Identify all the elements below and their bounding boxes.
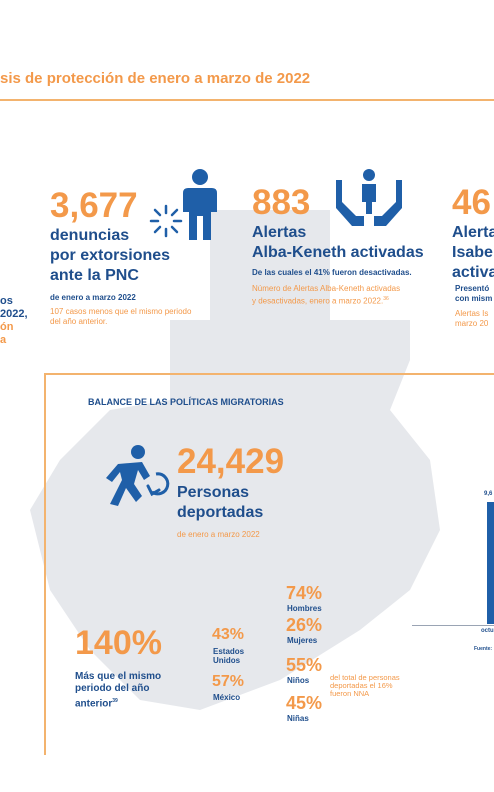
hombres-label: Hombres [287, 604, 322, 613]
usa-label-line: Unidos [213, 656, 241, 665]
isabel-note-line: Alertas Is [455, 309, 489, 318]
usa-label: Estados Unidos [213, 647, 244, 665]
denuncias-label-line: denuncias [50, 227, 130, 244]
deportados-number: 24,429 [177, 442, 285, 481]
isabel-sub: Presentó con mism [455, 284, 492, 304]
deportados-period: de enero a marzo 2022 [177, 530, 260, 539]
usa-label-line: Estados [213, 647, 245, 656]
chart-bar [487, 502, 494, 624]
mexico-label: México [213, 693, 241, 702]
left-fragment: os 2022, ón a [0, 295, 28, 347]
alertas-note-ref: 36 [383, 296, 389, 302]
left-fragment-line: 2022, [0, 308, 28, 320]
alertas-note-line: Número de Alertas Alba-Keneth activadas [252, 284, 401, 293]
hands-child-icon [336, 169, 402, 226]
isabel-label-line: Alerta [452, 224, 494, 241]
nna-note: del total de personas deportadas el 16% … [330, 674, 400, 698]
isabel-label-line: activa [452, 264, 494, 281]
deportados-label-line: deportadas [177, 504, 264, 521]
left-fragment-line: os [0, 295, 13, 307]
increase-label-line: Más que el mismo [75, 671, 162, 682]
mujeres-label: Mujeres [287, 636, 318, 645]
guatemala-map-silhouette [30, 210, 440, 710]
ninos-label: Niños [287, 676, 310, 685]
increase-label: Más que el mismo periodo del año anterio… [75, 671, 161, 710]
isabel-label-line: Isabe [452, 244, 493, 261]
isabel-note-line: marzo 20 [455, 319, 489, 328]
isabel-sub-line: Presentó [455, 284, 490, 293]
increase-label-line: anterior [75, 698, 113, 710]
alertas-note-line: y desactivadas, enero a marzo 2022. [252, 296, 384, 306]
hombres-pct: 74% [286, 583, 323, 603]
left-fragment-line: ón [0, 321, 14, 333]
alertas-sub: De las cuales el 41% fueron desactivadas… [252, 268, 412, 277]
ninas-pct: 45% [286, 693, 323, 713]
denuncias-number: 3,677 [50, 186, 138, 225]
increase-label-line: periodo del año [75, 683, 150, 694]
chart-axis-label: octu [481, 628, 494, 634]
chart-source: Fuente: [474, 646, 493, 652]
nna-note-line: fueron NNA [330, 689, 370, 698]
denuncias-note-line: del año anterior. [50, 317, 108, 326]
ninos-pct: 55% [286, 655, 323, 675]
deportados-label-line: Personas [177, 484, 250, 501]
ninas-label: Niñas [287, 714, 309, 723]
alertas-note: Número de Alertas Alba-Keneth activadas … [252, 284, 400, 307]
left-fragment-line: a [0, 334, 7, 346]
denuncias-label-line: ante la PNC [50, 267, 139, 284]
vertical-divider [44, 373, 46, 755]
mexico-pct: 57% [212, 673, 245, 690]
denuncias-note-line: 107 casos menos que el mismo periodo [50, 307, 192, 316]
nna-note-line: del total de personas [330, 673, 400, 682]
alertas-number: 883 [252, 183, 311, 222]
deported-person-icon [106, 445, 170, 506]
balance-heading: BALANCE DE LAS POLÍTICAS MIGRATORIAS [88, 397, 284, 407]
header-divider [0, 99, 494, 101]
burst-icon [149, 204, 183, 238]
chart-baseline [412, 625, 494, 626]
person-icon [183, 169, 217, 240]
alertas-label-line: Alba-Keneth activadas [252, 244, 424, 261]
denuncias-label-line: por extorsiones [50, 247, 171, 264]
isabel-sub-line: con mism [455, 294, 493, 303]
section-title: sis de protección de enero a marzo de 20… [0, 70, 311, 87]
increase-number: 140% [75, 624, 162, 662]
alertas-label: Alertas Alba-Keneth activadas [252, 223, 424, 263]
denuncias-period: de enero a marzo 2022 [50, 293, 136, 302]
isabel-number: 46 [452, 183, 491, 222]
isabel-note: Alertas Is marzo 20 [455, 309, 488, 329]
denuncias-label: denuncias por extorsiones ante la PNC [50, 226, 170, 286]
increase-ref: 39 [112, 698, 118, 704]
deportados-label: Personas deportadas [177, 483, 263, 523]
mujeres-pct: 26% [286, 615, 323, 635]
section-divider [44, 373, 494, 375]
isabel-label: Alerta Isabe activa [452, 223, 494, 283]
nna-note-line: deportadas el 16% [330, 681, 393, 690]
usa-pct: 43% [212, 626, 245, 643]
chart-value-label: 9,6 [484, 491, 493, 497]
alertas-label-line: Alertas [252, 224, 307, 241]
denuncias-note: 107 casos menos que el mismo periodo del… [50, 307, 191, 327]
